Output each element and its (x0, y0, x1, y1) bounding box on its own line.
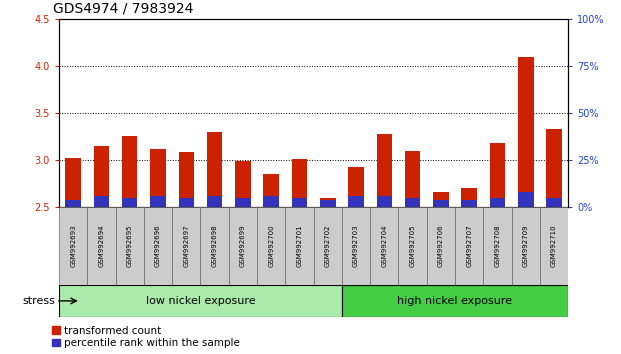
Text: GSM992703: GSM992703 (353, 225, 359, 267)
Bar (172, 207, 201, 285)
Bar (59, 207, 88, 285)
Bar (116, 207, 144, 285)
Bar (461, 200, 477, 207)
Bar (342, 207, 370, 285)
Bar (546, 129, 562, 207)
Text: GSM992694: GSM992694 (99, 225, 104, 267)
Text: GDS4974 / 7983924: GDS4974 / 7983924 (53, 2, 193, 16)
Bar (292, 198, 307, 207)
Text: GSM992696: GSM992696 (155, 225, 161, 267)
Text: GSM992710: GSM992710 (551, 225, 557, 267)
Bar (405, 151, 420, 207)
Text: stress: stress (22, 296, 55, 306)
Bar (433, 192, 449, 207)
Bar (405, 198, 420, 207)
Bar (150, 149, 166, 207)
Bar (88, 207, 116, 285)
Text: GSM992693: GSM992693 (70, 225, 76, 267)
Bar (235, 198, 251, 207)
Bar (94, 146, 109, 207)
Text: GSM992702: GSM992702 (325, 225, 331, 267)
Bar (207, 132, 222, 207)
Bar (122, 136, 137, 207)
Text: GSM992699: GSM992699 (240, 225, 246, 267)
Bar (94, 196, 109, 207)
Bar (257, 207, 285, 285)
Bar (59, 285, 342, 317)
Bar (518, 57, 533, 207)
Text: GSM992697: GSM992697 (183, 225, 189, 267)
Bar (376, 196, 392, 207)
Bar (150, 196, 166, 207)
Bar (399, 207, 427, 285)
Bar (144, 207, 172, 285)
Text: GSM992698: GSM992698 (212, 225, 217, 267)
Text: GSM992707: GSM992707 (466, 225, 472, 267)
Bar (320, 198, 335, 207)
Bar (201, 207, 229, 285)
Bar (490, 143, 505, 207)
Bar (178, 198, 194, 207)
Bar (65, 158, 81, 207)
Bar (512, 207, 540, 285)
Bar (490, 198, 505, 207)
Bar (320, 200, 335, 207)
Bar (263, 174, 279, 207)
Text: GSM992701: GSM992701 (296, 225, 302, 267)
Bar (427, 207, 455, 285)
Text: GSM992700: GSM992700 (268, 225, 274, 267)
Bar (207, 196, 222, 207)
Text: GSM992708: GSM992708 (494, 225, 501, 267)
Bar (285, 207, 314, 285)
Text: GSM992709: GSM992709 (523, 225, 528, 267)
Bar (546, 198, 562, 207)
Bar (235, 161, 251, 207)
Text: GSM992705: GSM992705 (410, 225, 415, 267)
Bar (483, 207, 512, 285)
Bar (455, 207, 483, 285)
Text: high nickel exposure: high nickel exposure (397, 296, 512, 306)
Bar (122, 198, 137, 207)
Bar (65, 200, 81, 207)
Bar (433, 200, 449, 207)
Bar (518, 192, 533, 207)
Bar (376, 134, 392, 207)
Bar (342, 285, 568, 317)
Bar (229, 207, 257, 285)
Bar (370, 207, 399, 285)
Text: low nickel exposure: low nickel exposure (146, 296, 255, 306)
Bar (292, 159, 307, 207)
Text: GSM992704: GSM992704 (381, 225, 388, 267)
Bar (540, 207, 568, 285)
Bar (461, 188, 477, 207)
Text: GSM992706: GSM992706 (438, 225, 444, 267)
Bar (314, 207, 342, 285)
Bar (348, 167, 364, 207)
Bar (178, 152, 194, 207)
Text: GSM992695: GSM992695 (127, 225, 133, 267)
Bar (348, 196, 364, 207)
Legend: transformed count, percentile rank within the sample: transformed count, percentile rank withi… (52, 326, 240, 348)
Bar (263, 196, 279, 207)
